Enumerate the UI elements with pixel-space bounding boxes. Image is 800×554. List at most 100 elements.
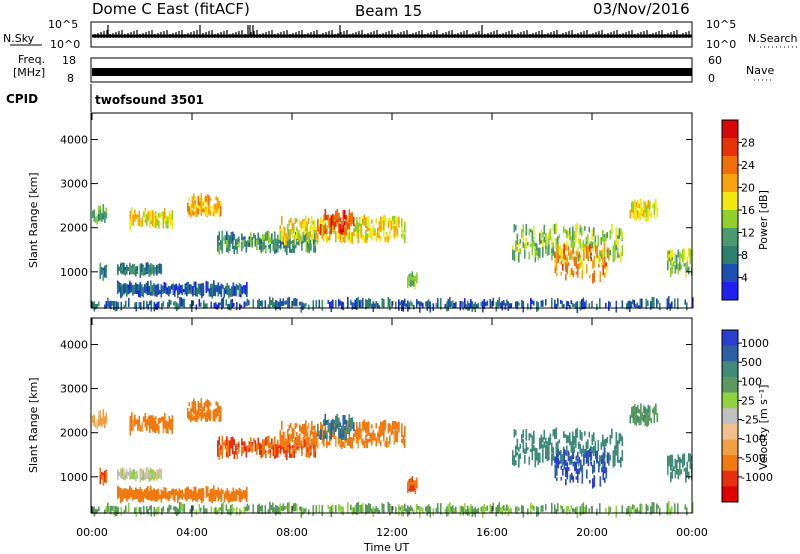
velocity-echo-cell bbox=[136, 471, 139, 476]
power-echo-cell bbox=[189, 289, 191, 294]
velocity-echo-cell bbox=[330, 505, 333, 517]
velocity-echo-cell bbox=[338, 417, 340, 430]
colorbar-segment bbox=[722, 192, 738, 211]
velocity-echo-cell bbox=[575, 441, 577, 448]
power-echo-cell bbox=[579, 238, 582, 249]
power-echo-cell bbox=[546, 247, 549, 257]
velocity-echo-cell bbox=[231, 504, 234, 513]
power-echo-cell bbox=[410, 273, 412, 280]
velocity-echo-cell bbox=[251, 442, 254, 446]
velocity-echo-cell bbox=[344, 415, 346, 425]
velocity-echo-cell bbox=[230, 504, 232, 516]
power-echo-cell bbox=[444, 304, 447, 309]
velocity-echo-cell bbox=[207, 486, 209, 497]
velocity-echo-cell bbox=[315, 434, 318, 444]
power-echo-cell bbox=[199, 201, 201, 207]
velocity-echo-cell bbox=[312, 434, 315, 445]
nsky-spikes bbox=[94, 25, 690, 38]
power-echo-cell bbox=[182, 298, 184, 307]
velocity-echo-cell bbox=[571, 472, 573, 480]
power-echo-cell bbox=[584, 247, 587, 253]
power-echo-cell bbox=[202, 204, 204, 210]
power-echo-cell bbox=[404, 222, 406, 233]
velocity-echo-cell bbox=[390, 427, 393, 431]
power-echo-cell bbox=[515, 224, 517, 231]
velocity-echo-cell bbox=[634, 418, 636, 425]
velocity-echo-cell bbox=[557, 503, 559, 512]
power-echo-cell bbox=[515, 301, 517, 309]
velocity-echo-cell bbox=[677, 503, 679, 515]
power-echo-cell bbox=[244, 238, 246, 246]
power-echo-cell bbox=[483, 298, 486, 309]
velocity-echo-cell bbox=[193, 398, 195, 408]
power-echo-cell bbox=[272, 239, 275, 252]
velocity-echo-cell bbox=[126, 493, 128, 502]
power-echo-cell bbox=[531, 243, 534, 255]
velocity-echo-cell bbox=[671, 506, 673, 513]
velocity-echo-cell bbox=[211, 488, 214, 495]
power-echo-cell bbox=[220, 201, 222, 206]
velocity-echo-cell bbox=[300, 506, 303, 518]
power-echo-cell bbox=[565, 262, 567, 272]
power-echo-cell bbox=[206, 204, 209, 216]
velocity-echo-cell bbox=[329, 422, 331, 427]
power-echo-cell bbox=[586, 246, 588, 258]
velocity-echo-cell bbox=[614, 447, 616, 453]
power-echo-cell bbox=[577, 274, 579, 278]
power-echo-cell bbox=[306, 221, 309, 233]
velocity-echo-cell bbox=[221, 435, 224, 446]
power-echo-cell bbox=[296, 227, 298, 232]
velocity-echo-cell bbox=[208, 409, 210, 420]
power-echo-cell bbox=[581, 227, 583, 236]
power-echo-cell bbox=[181, 284, 184, 291]
velocity-echo-cell bbox=[135, 507, 138, 517]
velocity-echo-cell bbox=[342, 429, 345, 438]
velocity-echo-cell bbox=[378, 430, 381, 436]
power-echo-cell bbox=[634, 213, 636, 220]
power-echo-cell bbox=[161, 303, 163, 310]
velocity-echo-cell bbox=[171, 415, 174, 425]
power-echo-region bbox=[629, 198, 659, 222]
power-echo-cell bbox=[348, 209, 351, 220]
power-echo-cell bbox=[217, 199, 219, 210]
power-echo-cell bbox=[222, 297, 225, 308]
power-echo-cell bbox=[350, 232, 352, 243]
power-echo-cell bbox=[232, 290, 235, 295]
power-echo-cell bbox=[171, 210, 174, 220]
velocity-echo-cell bbox=[515, 429, 517, 436]
power-echo-cell bbox=[649, 209, 651, 216]
velocity-echo-cell bbox=[96, 420, 99, 430]
power-echo-cell bbox=[551, 297, 553, 309]
velocity-echo-cell bbox=[143, 417, 145, 423]
power-echo-cell bbox=[165, 290, 167, 294]
power-echo-cell bbox=[193, 211, 195, 216]
power-echo-cell bbox=[363, 214, 366, 226]
colorbar-segment bbox=[722, 330, 738, 347]
velocity-echo-cell bbox=[626, 508, 628, 515]
velocity-echo-region bbox=[512, 427, 624, 468]
freq-strip: Freq. [MHz] 18 8 60 0 Nave bbox=[13, 53, 774, 85]
power-echo-cell bbox=[635, 201, 638, 209]
power-echo-cell bbox=[555, 238, 558, 250]
velocity-echo-cell bbox=[199, 403, 201, 407]
velocity-echo-cell bbox=[117, 507, 120, 514]
velocity-echo-cell bbox=[226, 441, 228, 453]
velocity-echo-cell bbox=[630, 506, 633, 514]
power-echo-cell bbox=[582, 297, 585, 310]
power-echo-cell bbox=[298, 241, 300, 246]
velocity-echo-cell bbox=[530, 448, 532, 452]
power-echo-cell bbox=[168, 299, 171, 307]
power-echo-cell bbox=[150, 210, 153, 221]
power-echo-cell bbox=[174, 287, 176, 294]
velocity-echo-cell bbox=[253, 437, 255, 444]
velocity-echo-cell bbox=[251, 445, 254, 453]
power-echo-cell bbox=[190, 203, 192, 212]
velocity-echo-cell bbox=[276, 505, 279, 514]
power-echo-cell bbox=[269, 248, 272, 254]
velocity-echo-cell bbox=[420, 506, 423, 512]
velocity-echo-cell bbox=[530, 433, 532, 438]
velocity-echo-cell bbox=[568, 467, 570, 471]
velocity-echo-cell bbox=[305, 429, 307, 437]
velocity-echo-cell bbox=[653, 502, 655, 514]
